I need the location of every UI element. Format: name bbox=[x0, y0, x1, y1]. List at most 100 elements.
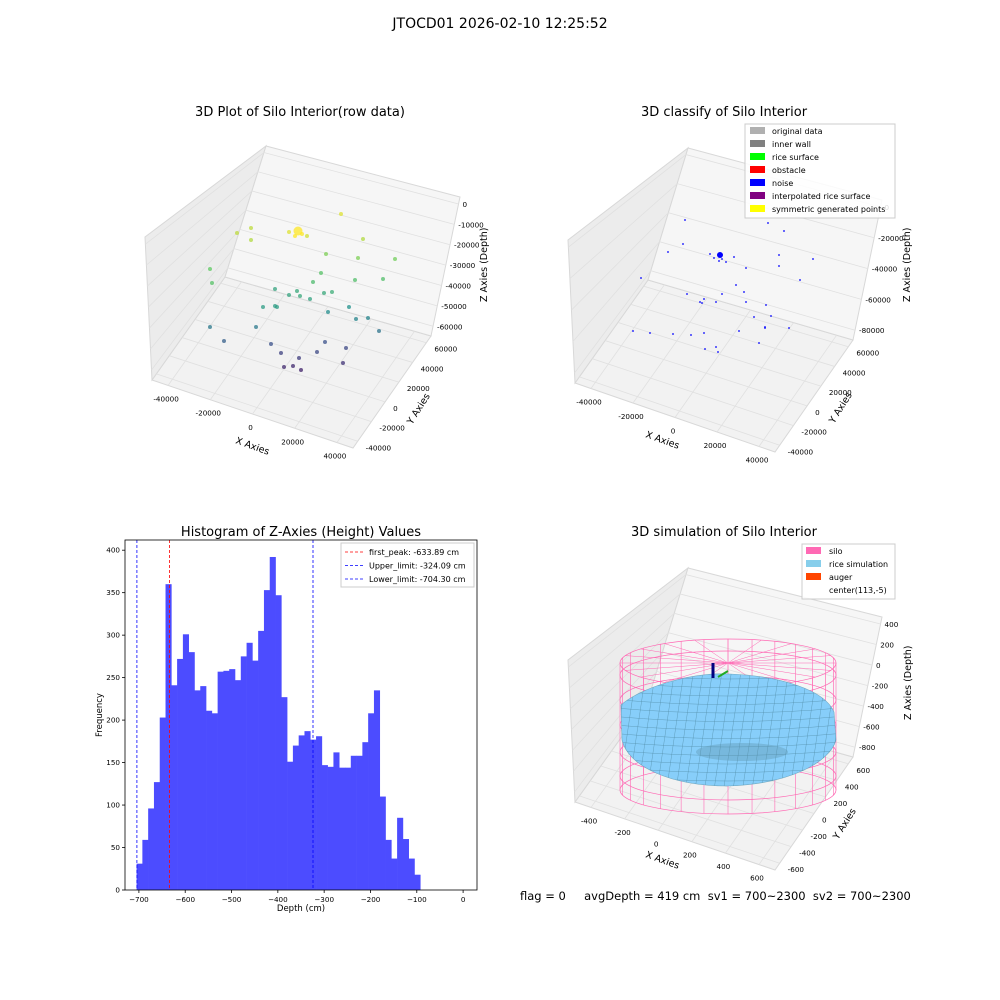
classify-y-ticks: -40000 -20000 0 20000 40000 60000 bbox=[788, 349, 880, 457]
histogram-bar bbox=[339, 767, 346, 890]
classify-grid bbox=[568, 154, 881, 447]
mesh-line bbox=[621, 716, 836, 722]
y-tick-label: -20000 bbox=[379, 424, 405, 433]
mesh-line bbox=[621, 699, 836, 705]
histogram-bar bbox=[235, 680, 242, 890]
histogram-bar bbox=[263, 590, 271, 890]
noise-point bbox=[783, 230, 785, 232]
histogram-bar bbox=[211, 713, 218, 890]
noise-point bbox=[684, 219, 686, 221]
grid-line bbox=[604, 340, 808, 407]
scatter-point bbox=[269, 342, 273, 346]
noise-point bbox=[725, 261, 727, 263]
legend-swatch bbox=[750, 153, 765, 160]
y-tick-label: 0 bbox=[822, 816, 827, 825]
legend-label: center(113,-5) bbox=[829, 586, 887, 595]
histogram-bar bbox=[229, 669, 236, 890]
grid-line bbox=[148, 209, 446, 308]
classify-legend: original data inner wall rice surface obsta… bbox=[744, 123, 896, 219]
raw-z-ticks: 0 -10000 -20000 -30000 -40000 -50000 -60000 bbox=[437, 200, 484, 331]
y-tick-label: 40000 bbox=[421, 364, 444, 373]
z-tick-label: 400 bbox=[885, 620, 899, 629]
y-tick-label: -400 bbox=[799, 849, 816, 858]
legend-label: rice simulation bbox=[829, 560, 888, 569]
scatter-point bbox=[344, 346, 348, 350]
y-tick-label: -40000 bbox=[366, 443, 392, 452]
x-tick-label: 0 bbox=[248, 423, 253, 432]
y-tick-label: 40000 bbox=[843, 368, 866, 377]
auger-marker bbox=[711, 663, 729, 678]
x-tick-label: -400 bbox=[581, 816, 598, 825]
histogram-bar bbox=[379, 796, 386, 890]
z-tick-label: -80000 bbox=[859, 326, 885, 335]
sim-z-label: Z Axies (Depth) bbox=[903, 646, 914, 720]
z-tick-label: -50000 bbox=[441, 302, 467, 311]
mesh-line bbox=[621, 733, 836, 739]
histogram-lines bbox=[136, 540, 314, 890]
histogram-bar bbox=[148, 808, 155, 890]
silo-roof-spoke bbox=[727, 643, 792, 664]
y-tick-label: 300 bbox=[106, 631, 120, 640]
x-tick-label: -40000 bbox=[576, 398, 602, 407]
scatter-point bbox=[311, 280, 315, 284]
grid-line bbox=[674, 309, 751, 418]
mesh-line bbox=[723, 673, 742, 786]
noise-point bbox=[715, 346, 717, 348]
z-tick-label: -10000 bbox=[458, 220, 484, 229]
mesh-line bbox=[780, 673, 799, 786]
scatter-point bbox=[208, 325, 212, 329]
noise-point bbox=[667, 251, 669, 253]
silo-roof-spoke bbox=[727, 662, 792, 683]
y-tick-label: -20000 bbox=[801, 428, 827, 437]
histogram-x-label: Depth (cm) bbox=[277, 904, 325, 914]
grid-line bbox=[209, 293, 286, 400]
histogram-bar bbox=[269, 556, 276, 890]
x-tick-label: 40000 bbox=[746, 455, 769, 464]
scatter-point bbox=[208, 267, 212, 271]
scatter-point bbox=[323, 340, 327, 344]
x-tick-label: 40000 bbox=[323, 452, 346, 461]
noise-point bbox=[738, 330, 740, 332]
legend-swatch bbox=[750, 179, 765, 186]
histogram-bar bbox=[385, 839, 392, 890]
z-tick-label: -600 bbox=[863, 723, 880, 732]
y-tick-label: 60000 bbox=[856, 349, 879, 358]
scatter-point bbox=[210, 281, 214, 285]
scatter-point bbox=[354, 317, 358, 321]
mesh-line bbox=[742, 673, 761, 786]
scatter-point bbox=[282, 365, 286, 369]
simulation-legend: silo rice simulation auger center(113,-5) bbox=[801, 543, 896, 600]
grid-line bbox=[169, 355, 372, 422]
grid-line bbox=[150, 248, 438, 350]
histogram-bar bbox=[414, 874, 421, 890]
classify-z-label: Z Axies (Depth) bbox=[902, 228, 913, 302]
histogram-bars bbox=[136, 556, 421, 890]
grid-line bbox=[252, 306, 329, 415]
x-tick-label: 20000 bbox=[281, 437, 304, 446]
x-tick-label: −500 bbox=[222, 895, 242, 904]
grid-line bbox=[156, 373, 358, 442]
mesh-line bbox=[713, 673, 733, 786]
y-tick-label: 60000 bbox=[434, 345, 457, 354]
silo-roof-spoke bbox=[664, 662, 729, 683]
scatter-point bbox=[249, 226, 253, 230]
histogram-bar bbox=[321, 765, 328, 890]
scatter-point bbox=[361, 237, 365, 241]
histogram-bar bbox=[223, 670, 230, 890]
scatter-point bbox=[315, 350, 319, 354]
noise-point bbox=[640, 277, 642, 279]
scatter-point bbox=[322, 291, 326, 295]
z-tick-label: -60000 bbox=[865, 295, 891, 304]
histogram-bar bbox=[281, 697, 288, 890]
histogram-bar bbox=[136, 863, 143, 890]
x-tick-label: −200 bbox=[361, 895, 381, 904]
mesh-line bbox=[732, 673, 752, 786]
raw-x-ticks: -40000 -20000 0 20000 40000 bbox=[153, 394, 346, 460]
histogram-plot: Histogram of Z-Axies (Height) Values −70… bbox=[95, 525, 478, 914]
noise-point bbox=[770, 315, 772, 317]
scatter-point bbox=[287, 293, 291, 297]
z-tick-label: -20000 bbox=[878, 234, 904, 243]
mesh-line bbox=[704, 673, 723, 786]
histogram-bar bbox=[356, 755, 363, 890]
